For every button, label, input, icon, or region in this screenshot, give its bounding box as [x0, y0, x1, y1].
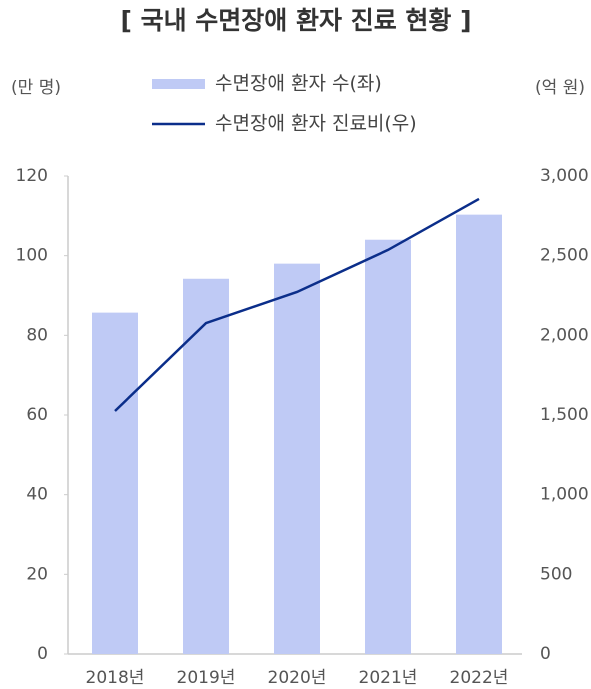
legend-label: 수면장애 환자 수(좌)	[215, 73, 382, 95]
legend-swatch	[152, 79, 205, 89]
y2-tick-label: 2,500	[540, 246, 589, 266]
y-tick-label: 20	[26, 564, 48, 584]
x-tick-label: 2019년	[177, 668, 236, 688]
bar	[365, 239, 411, 654]
y-tick-label: 80	[26, 325, 48, 345]
bar	[92, 312, 138, 654]
x-tick-label: 2020년	[268, 668, 327, 688]
y-tick-label: 0	[37, 644, 48, 664]
legend-label: 수면장애 환자 진료비(우)	[215, 113, 417, 135]
line	[114, 197, 480, 412]
y-axis-label: (만 명)	[11, 78, 61, 98]
y-tick-label: 40	[26, 485, 48, 505]
y2-tick-label: 2,000	[540, 325, 589, 345]
x-tick-label: 2022년	[450, 668, 509, 688]
y2-axis-label: (억 원)	[535, 78, 585, 98]
x-tick-label: 2021년	[359, 668, 418, 688]
y2-tick-label: 500	[540, 564, 572, 584]
x-tick-label: 2018년	[86, 668, 145, 688]
y-tick-label: 60	[26, 405, 48, 425]
y-tick-label: 120	[16, 166, 48, 186]
y2-tick-label: 0	[540, 644, 551, 664]
y2-tick-label: 1,500	[540, 405, 589, 425]
bar	[183, 278, 229, 654]
bar	[274, 263, 320, 654]
bar	[456, 214, 502, 654]
y2-tick-label: 1,000	[540, 485, 589, 505]
chart-title: [ 국내 수면장애 환자 진료 현황 ]	[120, 6, 471, 35]
y-tick-label: 100	[16, 246, 48, 266]
y2-tick-label: 3,000	[540, 166, 589, 186]
